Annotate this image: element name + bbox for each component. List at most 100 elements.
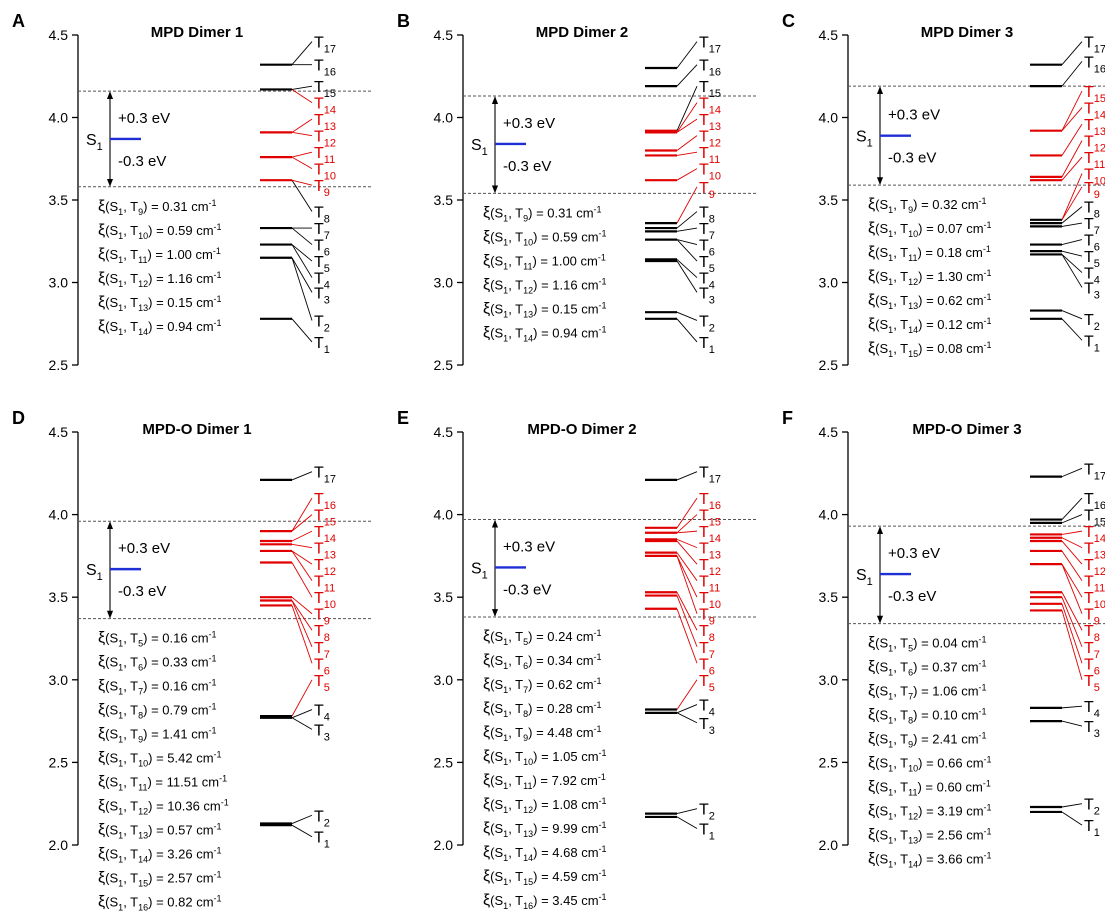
triplet-label-sub: 15 bbox=[709, 88, 721, 100]
soc-t-prefix: , T bbox=[508, 653, 523, 668]
triplet-label: T13 bbox=[1084, 541, 1105, 562]
soc-xi: ξ bbox=[98, 774, 105, 791]
triplet-label: T16 bbox=[1084, 491, 1105, 512]
triplet-label: T4 bbox=[314, 271, 330, 292]
triplet-label: T12 bbox=[314, 129, 336, 150]
soc-t-sub: 8 bbox=[908, 716, 913, 726]
soc-t-sub: 5 bbox=[138, 639, 143, 649]
soc-s-prefix: (S bbox=[105, 775, 118, 790]
soc-t-sub: 14 bbox=[523, 333, 533, 343]
triplet-label-sub: 10 bbox=[324, 599, 336, 611]
panel-letter: F bbox=[782, 408, 793, 428]
soc-t-sub: 13 bbox=[523, 309, 533, 319]
soc-s-prefix: (S bbox=[105, 823, 118, 838]
triplet-label: T9 bbox=[314, 607, 330, 628]
triplet-label-sub: 17 bbox=[324, 44, 336, 56]
triplet-label-sub: 7 bbox=[1094, 649, 1100, 661]
triplet-connector bbox=[291, 179, 313, 186]
soc-coupling-text: ξ(S1, T11) = 0.60 cm-1 bbox=[868, 779, 991, 798]
soc-coupling-text: ξ(S1, T6) = 0.34 cm-1 bbox=[483, 652, 602, 671]
triplet-label: T14 bbox=[1084, 101, 1105, 122]
triplet-label-sub: 12 bbox=[324, 566, 336, 578]
triplet-label-main: T bbox=[699, 180, 709, 197]
soc-t-sub: 15 bbox=[523, 877, 533, 887]
y-tick-label: 2.5 bbox=[819, 754, 839, 770]
triplet-label-sub: 1 bbox=[709, 830, 715, 842]
soc-s-prefix: (S bbox=[490, 301, 503, 316]
triplet-label: T15 bbox=[699, 508, 721, 529]
soc-t-prefix: , T bbox=[508, 821, 523, 836]
soc-xi: ξ bbox=[483, 844, 490, 861]
soc-coupling-text: ξ(S1, T13) = 9.99 cm-1 bbox=[483, 820, 607, 839]
soc-s-sub: 1 bbox=[503, 709, 508, 719]
triplet-connector bbox=[1061, 530, 1083, 535]
soc-t-sub: 10 bbox=[523, 237, 533, 247]
soc-xi: ξ bbox=[98, 270, 105, 287]
plus-window-label: +0.3 eV bbox=[118, 110, 170, 127]
soc-t-sub: 14 bbox=[908, 860, 918, 870]
soc-t-prefix: , T bbox=[123, 631, 138, 646]
soc-s-prefix: (S bbox=[105, 223, 118, 238]
triplet-label: T10 bbox=[1084, 590, 1105, 611]
triplet-connector bbox=[1061, 140, 1083, 178]
soc-unit-sup: -1 bbox=[984, 803, 992, 813]
soc-xi: ξ bbox=[483, 892, 490, 909]
s1-label-sub: 1 bbox=[482, 569, 488, 581]
triplet-label: T6 bbox=[314, 238, 330, 259]
soc-t-prefix: , T bbox=[508, 701, 523, 716]
soc-s-prefix: (S bbox=[875, 684, 888, 699]
soc-xi: ξ bbox=[98, 822, 105, 839]
soc-unit-sup: -1 bbox=[214, 870, 222, 880]
triplet-label: T15 bbox=[1084, 84, 1105, 105]
triplet-label: T11 bbox=[699, 145, 720, 166]
triplet-connector bbox=[291, 41, 313, 65]
triplet-label: T4 bbox=[699, 271, 715, 292]
triplet-connector bbox=[291, 562, 313, 598]
triplet-label-main: T bbox=[314, 79, 324, 96]
soc-t-sub: 12 bbox=[523, 285, 533, 295]
soc-s-sub: 1 bbox=[118, 855, 123, 865]
y-tick-label: 3.0 bbox=[49, 275, 69, 291]
triplet-label-sub: 5 bbox=[709, 682, 715, 694]
soc-xi: ξ bbox=[868, 683, 875, 700]
triplet-label: T11 bbox=[314, 145, 335, 166]
triplet-label-sub: 1 bbox=[324, 344, 330, 356]
triplet-label-main: T bbox=[1084, 541, 1094, 558]
soc-unit-sup: -1 bbox=[209, 702, 217, 712]
soc-s-sub: 1 bbox=[503, 213, 508, 223]
soc-t-prefix: , T bbox=[508, 677, 523, 692]
soc-xi: ξ bbox=[868, 731, 875, 748]
triplet-label: T8 bbox=[1084, 623, 1100, 644]
soc-unit-sup: -1 bbox=[214, 750, 222, 760]
soc-s-sub: 1 bbox=[118, 735, 123, 745]
soc-t-sub: 10 bbox=[138, 231, 148, 241]
triplet-label-sub: 2 bbox=[1094, 806, 1100, 818]
soc-xi: ξ bbox=[483, 228, 490, 245]
soc-t-sub: 12 bbox=[138, 279, 148, 289]
soc-value: ) = 3.19 cm bbox=[918, 804, 983, 819]
soc-coupling-text: ξ(S1, T9) = 2.41 cm-1 bbox=[868, 731, 987, 750]
soc-coupling-text: ξ(S1, T10) = 0.66 cm-1 bbox=[868, 755, 992, 774]
soc-s-sub: 1 bbox=[503, 853, 508, 863]
soc-t-sub: 9 bbox=[908, 740, 913, 750]
triplet-label-sub: 10 bbox=[1094, 599, 1105, 611]
soc-s-sub: 1 bbox=[503, 661, 508, 671]
soc-value: ) = 7.92 cm bbox=[532, 773, 597, 788]
triplet-connector bbox=[291, 550, 313, 581]
soc-value: ) = 0.60 cm bbox=[917, 780, 982, 795]
triplet-label: T14 bbox=[699, 524, 721, 545]
soc-coupling-text: ξ(S1, T12) = 1.16 cm-1 bbox=[483, 276, 607, 295]
triplet-label-main: T bbox=[314, 35, 324, 52]
panel-title: MPD Dimer 3 bbox=[921, 24, 1014, 41]
soc-s-prefix: (S bbox=[875, 660, 888, 675]
triplet-connector bbox=[291, 497, 313, 532]
soc-t-sub: 11 bbox=[523, 781, 532, 791]
soc-s-sub: 1 bbox=[503, 829, 508, 839]
triplet-label-main: T bbox=[314, 808, 324, 825]
triplet-label-main: T bbox=[314, 271, 324, 288]
triplet-label-sub: 3 bbox=[324, 294, 330, 306]
triplet-label-main: T bbox=[1084, 117, 1094, 134]
soc-xi: ξ bbox=[868, 340, 875, 357]
